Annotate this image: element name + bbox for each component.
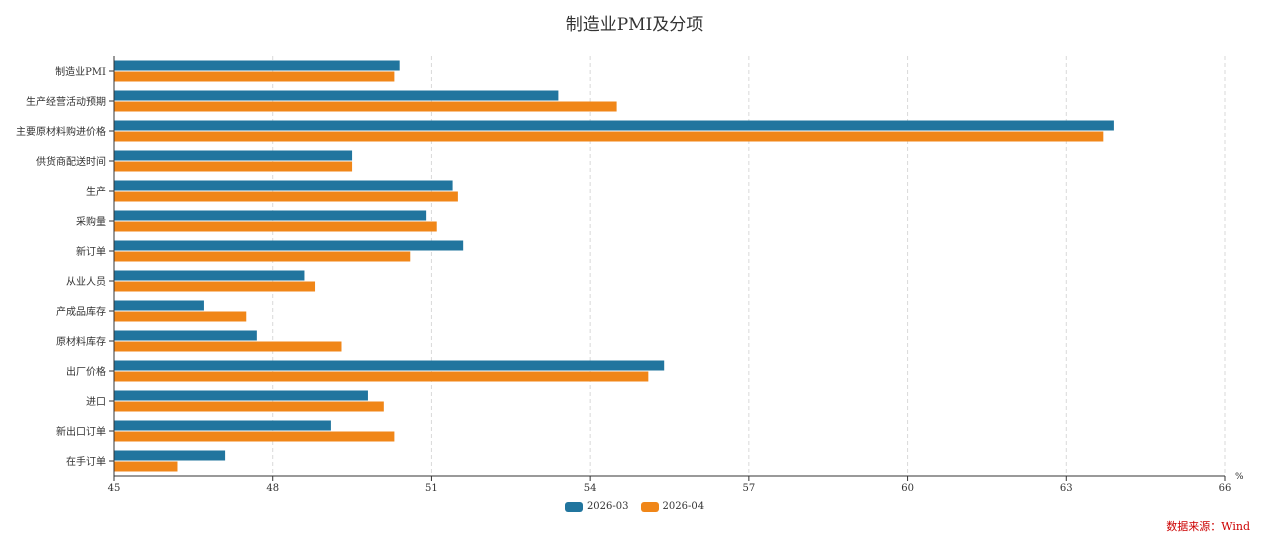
bar-2026-03-生产经营活动预期 — [114, 90, 559, 101]
y-category-label: 制造业PMI — [55, 65, 106, 78]
bar-2026-03-制造业PMI — [114, 60, 400, 71]
x-tick-label: 66 — [1219, 483, 1232, 494]
bar-2026-04-制造业PMI — [114, 71, 395, 82]
bar-2026-04-生产经营活动预期 — [114, 101, 617, 112]
bar-2026-03-在手订单 — [114, 450, 226, 461]
x-tick-label: 45 — [108, 483, 121, 494]
bar-2026-04-进口 — [114, 401, 384, 412]
legend-swatch — [564, 501, 583, 512]
bar-2026-04-采购量 — [114, 221, 437, 232]
bar-2026-04-新出口订单 — [114, 431, 395, 442]
bar-2026-04-原材料库存 — [114, 341, 342, 352]
x-tick-label: 54 — [584, 483, 597, 494]
legend-label: 2026-04 — [662, 501, 705, 512]
x-tick-label: 60 — [901, 483, 914, 494]
bar-2026-03-产成品库存 — [114, 300, 204, 311]
y-category-label: 进口 — [86, 396, 106, 408]
source-note: 数据来源：Wind — [1166, 520, 1250, 533]
bar-2026-03-供货商配送时间 — [114, 150, 353, 161]
y-category-label: 出厂价格 — [66, 365, 106, 378]
bar-2026-03-新订单 — [114, 240, 464, 251]
legend-label: 2026-03 — [586, 501, 629, 512]
y-category-label: 新出口订单 — [56, 425, 106, 438]
bar-2026-03-新出口订单 — [114, 420, 331, 431]
y-category-label: 生产 — [86, 185, 106, 198]
bar-2026-04-在手订单 — [114, 461, 178, 472]
legend-swatch — [640, 501, 659, 512]
bar-2026-04-出厂价格 — [114, 371, 649, 382]
y-category-label: 在手订单 — [66, 455, 106, 468]
y-category-label: 原材料库存 — [56, 335, 106, 348]
bar-2026-03-主要原材料购进价格 — [114, 120, 1114, 131]
y-category-label: 主要原材料购进价格 — [16, 125, 106, 138]
bar-2026-03-出厂价格 — [114, 360, 665, 371]
y-category-label: 生产经营活动预期 — [26, 95, 106, 108]
bar-2026-03-原材料库存 — [114, 330, 257, 341]
legend: 2026-03 2026-04 — [0, 501, 1269, 512]
bar-2026-03-采购量 — [114, 210, 427, 221]
bar-2026-03-进口 — [114, 390, 368, 401]
x-tick-label: 48 — [266, 483, 279, 494]
x-tick-label: 51 — [425, 483, 438, 494]
x-unit-label: % — [1235, 472, 1244, 482]
chart-title: 制造业PMI及分项 — [565, 15, 704, 35]
bar-2026-04-从业人员 — [114, 281, 316, 292]
x-tick-label: 63 — [1060, 483, 1073, 494]
bar-2026-04-产成品库存 — [114, 311, 247, 322]
legend-item-2026-03[interactable]: 2026-03 — [564, 501, 629, 512]
bar-layer — [114, 60, 1114, 472]
bar-2026-04-生产 — [114, 191, 458, 202]
x-tick-label: 57 — [742, 483, 755, 494]
bar-2026-04-供货商配送时间 — [114, 161, 353, 172]
bar-2026-03-从业人员 — [114, 270, 305, 281]
bar-2026-04-主要原材料购进价格 — [114, 131, 1104, 142]
y-category-label: 供货商配送时间 — [36, 155, 106, 168]
grid-layer — [272, 56, 1226, 476]
y-category-label: 采购量 — [76, 215, 106, 228]
legend-item-2026-04[interactable]: 2026-04 — [640, 501, 705, 512]
bar-2026-04-新订单 — [114, 251, 411, 262]
bar-2026-03-生产 — [114, 180, 453, 191]
y-category-label: 从业人员 — [66, 276, 106, 288]
y-category-label: 产成品库存 — [56, 305, 106, 318]
y-category-label: 新订单 — [76, 245, 106, 258]
axis-layer: 45 48 51 54 57 60 63 66% 制造业PMI 生产经营活动预期主要原材料购进价格… — [16, 56, 1244, 494]
